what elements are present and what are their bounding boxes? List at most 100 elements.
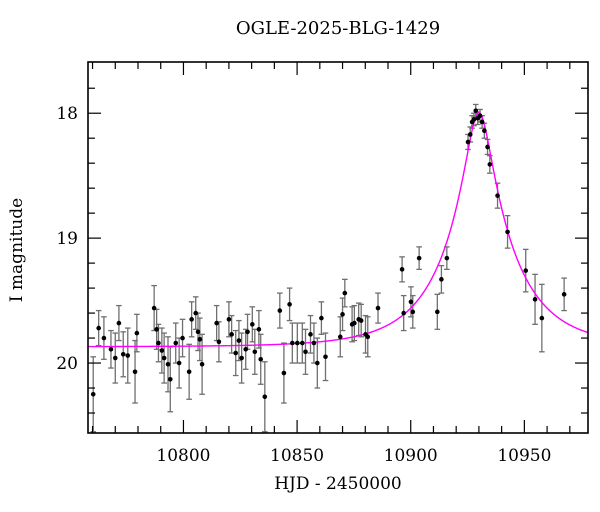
data-point: [523, 268, 529, 273]
data-point: [342, 290, 348, 296]
data-point: [125, 353, 131, 358]
data-point: [173, 340, 179, 346]
data-point: [408, 299, 414, 305]
data-point: [195, 329, 201, 335]
data-point: [561, 292, 567, 297]
data-point: [399, 267, 405, 272]
data-point: [287, 302, 292, 307]
data-point: [505, 229, 510, 235]
data-point: [258, 356, 264, 362]
data-point: [401, 310, 406, 316]
data-point: [186, 369, 192, 375]
data-point: [252, 349, 258, 355]
data-point: [323, 354, 328, 360]
data-point: [239, 355, 244, 361]
data-point: [277, 308, 283, 313]
axis-ticks-group: [88, 62, 588, 433]
data-point: [465, 139, 471, 145]
data-point: [229, 332, 234, 337]
data-point: [108, 347, 114, 352]
data-point: [134, 330, 140, 336]
x-tick-label: 10850: [270, 446, 324, 466]
data-point: [262, 394, 268, 400]
data-point: [243, 347, 249, 352]
data-point: [303, 349, 308, 355]
data-point: [485, 144, 490, 150]
data-point: [189, 317, 194, 322]
data-point: [290, 340, 295, 346]
x-tick-label: 10800: [156, 446, 210, 466]
data-point: [132, 369, 138, 375]
data-point: [471, 117, 477, 122]
data-point: [180, 335, 185, 341]
data-point: [101, 335, 107, 341]
data-point: [96, 325, 101, 331]
data-point: [477, 113, 483, 119]
data-point: [90, 391, 96, 397]
model-curve-group: [87, 111, 589, 348]
data-point: [300, 340, 305, 346]
data-point: [112, 355, 118, 361]
data-point: [311, 340, 317, 346]
y-tick-label: 19: [56, 229, 78, 249]
data-point: [226, 317, 232, 322]
data-point: [250, 322, 255, 327]
data-point: [444, 255, 450, 261]
data-point: [319, 315, 324, 321]
data-point: [116, 320, 122, 326]
tick-labels-group: 10800 10850 10900 10950 18 19 20: [56, 104, 551, 466]
data-point: [532, 297, 538, 302]
model-curve: [87, 111, 589, 348]
data-point: [315, 360, 320, 366]
x-tick-label: 10900: [384, 446, 438, 466]
y-axis-label: I magnitude: [7, 198, 27, 302]
data-point: [245, 329, 250, 335]
data-point: [233, 350, 239, 356]
data-point: [352, 320, 357, 326]
plot-frame: [87, 61, 589, 434]
data-point: [479, 119, 485, 125]
data-point: [337, 334, 343, 340]
data-point: [487, 162, 493, 167]
data-point: [375, 305, 381, 311]
x-tick-label: 10950: [497, 446, 551, 466]
data-point: [156, 340, 161, 346]
data-point: [365, 334, 371, 340]
data-point: [120, 352, 126, 357]
data-points-group: [90, 108, 567, 400]
data-point: [154, 327, 159, 332]
data-point: [167, 376, 173, 382]
data-point: [439, 277, 444, 282]
data-point: [358, 318, 364, 323]
data-point: [410, 309, 416, 315]
data-point: [495, 193, 500, 198]
data-point: [295, 340, 300, 346]
data-point: [151, 305, 157, 311]
data-point: [308, 332, 313, 337]
chart-title: OGLE-2025-BLG-1429: [236, 18, 440, 39]
data-point: [473, 108, 479, 114]
data-point: [165, 361, 171, 367]
y-tick-label: 18: [56, 104, 78, 124]
y-tick-label: 20: [56, 354, 78, 374]
data-point: [199, 361, 205, 367]
data-point: [159, 348, 165, 353]
data-point: [467, 132, 473, 137]
data-point: [197, 337, 203, 342]
data-point: [256, 327, 262, 332]
data-point: [236, 338, 242, 343]
data-point: [193, 310, 199, 316]
x-axis-label: HJD - 2450000: [274, 474, 402, 494]
data-point: [281, 370, 287, 376]
data-point: [482, 128, 487, 134]
data-point: [161, 355, 167, 361]
data-point: [176, 360, 182, 366]
data-point: [435, 309, 440, 315]
data-point: [214, 320, 219, 326]
error-bars-group: [90, 103, 567, 433]
data-point: [416, 255, 422, 261]
data-point: [539, 315, 545, 321]
data-point: [340, 312, 345, 317]
